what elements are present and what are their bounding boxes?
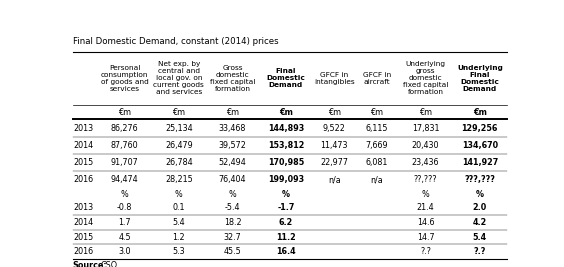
Text: %: % [228,190,236,199]
Text: 1.7: 1.7 [118,218,131,227]
Text: 20,430: 20,430 [412,141,439,150]
Text: n/a: n/a [328,175,341,184]
Text: 17,831: 17,831 [412,124,439,133]
Text: 18.2: 18.2 [224,218,241,227]
Text: Final Domestic Demand, constant (2014) prices: Final Domestic Demand, constant (2014) p… [73,37,278,46]
Text: 25,134: 25,134 [165,124,193,133]
Text: n/a: n/a [371,175,384,184]
Text: Final
Domestic
Demand: Final Domestic Demand [266,68,305,88]
Text: 87,760: 87,760 [111,141,138,150]
Text: Personal
consumption
of goods and
services: Personal consumption of goods and servic… [100,65,148,92]
Text: %: % [476,190,484,199]
Text: %: % [175,190,183,199]
Text: Gross
domestic
fixed capital
formation: Gross domestic fixed capital formation [210,65,255,92]
Text: 23,436: 23,436 [412,158,439,167]
Text: 33,468: 33,468 [219,124,246,133]
Text: 2016: 2016 [73,175,94,184]
Text: 94,474: 94,474 [111,175,138,184]
Text: 2014: 2014 [73,218,94,227]
Text: ?.?: ?.? [474,247,486,256]
Text: 5.4: 5.4 [173,218,185,227]
Text: ???,???: ???,??? [464,175,495,184]
Text: 39,572: 39,572 [219,141,246,150]
Text: 6.2: 6.2 [279,218,293,227]
Text: 2013: 2013 [73,124,94,133]
Text: 91,707: 91,707 [111,158,138,167]
Text: 9,522: 9,522 [323,124,346,133]
Text: 21.4: 21.4 [417,203,434,212]
Text: €m: €m [328,108,341,117]
Text: %: % [422,190,429,199]
Text: GFCF in
aircraft: GFCF in aircraft [363,72,391,85]
Text: 11.2: 11.2 [276,233,296,242]
Text: GFCF in
intangibles: GFCF in intangibles [314,72,355,85]
Text: 86,276: 86,276 [111,124,138,133]
Text: €m: €m [172,108,186,117]
Text: 7,669: 7,669 [366,141,389,150]
Text: 199,093: 199,093 [268,175,304,184]
Text: 141,927: 141,927 [462,158,498,167]
Text: €m: €m [226,108,239,117]
Text: 170,985: 170,985 [268,158,304,167]
Text: 134,670: 134,670 [462,141,498,150]
Text: €m: €m [371,108,384,117]
Text: 22,977: 22,977 [320,158,349,167]
Text: €m: €m [279,108,293,117]
Text: 2014: 2014 [73,141,94,150]
Text: 14.6: 14.6 [417,218,434,227]
Text: 1.2: 1.2 [173,233,185,242]
Text: -5.4: -5.4 [225,203,240,212]
Text: CSO: CSO [100,261,117,267]
Text: Underlying
gross
domestic
fixed capital
formation: Underlying gross domestic fixed capital … [403,61,448,95]
Text: 153,812: 153,812 [268,141,304,150]
Text: -0.8: -0.8 [117,203,132,212]
Text: 52,494: 52,494 [219,158,246,167]
Text: 14.7: 14.7 [417,233,434,242]
Text: %: % [282,190,290,199]
Text: Net exp. by
central and
local gov. on
current goods
and services: Net exp. by central and local gov. on cu… [153,61,204,95]
Text: 26,479: 26,479 [165,141,193,150]
Text: Source:: Source: [73,261,107,267]
Text: 144,893: 144,893 [268,124,304,133]
Text: 26,784: 26,784 [165,158,193,167]
Text: 6,115: 6,115 [366,124,389,133]
Text: 28,215: 28,215 [165,175,193,184]
Text: 129,256: 129,256 [462,124,498,133]
Text: -1.7: -1.7 [277,203,294,212]
Text: €m: €m [118,108,131,117]
Text: 5.4: 5.4 [473,233,487,242]
Text: 6,081: 6,081 [366,158,388,167]
Text: 4.2: 4.2 [473,218,487,227]
Text: 2015: 2015 [73,158,94,167]
Text: 32.7: 32.7 [224,233,241,242]
Text: 11,473: 11,473 [320,141,348,150]
Text: 2015: 2015 [73,233,94,242]
Text: %: % [121,190,129,199]
Text: 76,404: 76,404 [219,175,246,184]
Text: €m: €m [473,108,487,117]
Text: 0.1: 0.1 [173,203,185,212]
Text: 16.4: 16.4 [276,247,296,256]
Text: 4.5: 4.5 [118,233,131,242]
Text: ?.?: ?.? [420,247,431,256]
Text: 45.5: 45.5 [224,247,241,256]
Text: Underlying
Final
Domestic
Demand: Underlying Final Domestic Demand [457,65,503,92]
Text: 5.3: 5.3 [173,247,185,256]
Text: €m: €m [419,108,432,117]
Text: 2013: 2013 [73,203,94,212]
Text: 3.0: 3.0 [118,247,131,256]
Text: 2016: 2016 [73,247,94,256]
Text: 2.0: 2.0 [473,203,487,212]
Text: ??,???: ??,??? [414,175,438,184]
